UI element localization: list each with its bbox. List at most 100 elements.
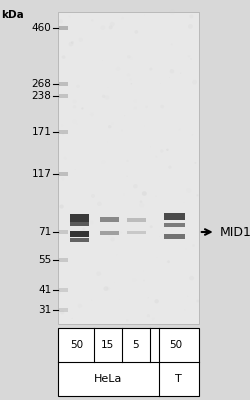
Text: 41: 41	[38, 285, 51, 295]
Ellipse shape	[68, 42, 73, 46]
Ellipse shape	[60, 310, 64, 314]
Ellipse shape	[100, 25, 105, 30]
FancyBboxPatch shape	[70, 214, 89, 222]
FancyBboxPatch shape	[164, 213, 184, 220]
Ellipse shape	[74, 169, 75, 170]
FancyBboxPatch shape	[58, 12, 198, 324]
Ellipse shape	[145, 106, 147, 108]
Ellipse shape	[183, 309, 185, 311]
Ellipse shape	[138, 203, 143, 208]
Ellipse shape	[72, 105, 76, 108]
Text: 460: 460	[32, 23, 51, 33]
Ellipse shape	[151, 318, 154, 320]
Ellipse shape	[171, 228, 172, 229]
Ellipse shape	[179, 73, 180, 74]
Ellipse shape	[90, 112, 94, 116]
Ellipse shape	[128, 78, 131, 81]
Ellipse shape	[81, 107, 83, 110]
FancyBboxPatch shape	[59, 82, 68, 86]
Ellipse shape	[97, 202, 101, 206]
Ellipse shape	[133, 106, 136, 110]
Ellipse shape	[62, 55, 65, 59]
FancyBboxPatch shape	[59, 288, 68, 292]
Ellipse shape	[183, 202, 184, 203]
FancyBboxPatch shape	[59, 308, 68, 312]
Ellipse shape	[184, 249, 186, 250]
Ellipse shape	[72, 120, 76, 123]
Ellipse shape	[187, 24, 192, 29]
Text: 171: 171	[32, 127, 51, 137]
Ellipse shape	[91, 19, 93, 22]
Ellipse shape	[166, 260, 169, 263]
Ellipse shape	[59, 204, 64, 209]
FancyBboxPatch shape	[164, 234, 184, 239]
FancyBboxPatch shape	[127, 231, 146, 234]
FancyBboxPatch shape	[100, 231, 118, 235]
Text: 31: 31	[38, 305, 51, 315]
Ellipse shape	[120, 232, 122, 234]
Ellipse shape	[89, 220, 93, 224]
Ellipse shape	[101, 160, 105, 164]
Ellipse shape	[132, 184, 137, 188]
Ellipse shape	[71, 318, 72, 319]
Ellipse shape	[119, 299, 120, 300]
FancyBboxPatch shape	[70, 231, 89, 237]
Ellipse shape	[111, 122, 114, 124]
Ellipse shape	[196, 300, 198, 302]
FancyBboxPatch shape	[59, 172, 68, 176]
Ellipse shape	[196, 194, 198, 196]
Ellipse shape	[108, 125, 111, 128]
Ellipse shape	[187, 55, 190, 57]
FancyBboxPatch shape	[100, 217, 118, 222]
Ellipse shape	[106, 287, 110, 290]
Ellipse shape	[61, 124, 63, 126]
Ellipse shape	[121, 17, 124, 20]
FancyBboxPatch shape	[59, 230, 68, 234]
Text: 268: 268	[32, 79, 51, 89]
Ellipse shape	[142, 280, 144, 281]
Ellipse shape	[108, 26, 112, 29]
Ellipse shape	[82, 228, 85, 230]
Text: 5: 5	[132, 340, 138, 350]
Ellipse shape	[68, 15, 71, 17]
Ellipse shape	[61, 177, 64, 180]
Ellipse shape	[149, 68, 152, 70]
Ellipse shape	[134, 30, 138, 34]
Ellipse shape	[103, 286, 108, 291]
FancyBboxPatch shape	[59, 258, 68, 262]
Ellipse shape	[72, 100, 76, 104]
Text: 117: 117	[32, 169, 51, 179]
Text: 15: 15	[100, 340, 114, 350]
Ellipse shape	[155, 156, 156, 158]
Ellipse shape	[102, 95, 105, 98]
Ellipse shape	[141, 191, 146, 196]
FancyBboxPatch shape	[58, 328, 198, 396]
Ellipse shape	[188, 276, 193, 280]
Ellipse shape	[169, 10, 174, 14]
Ellipse shape	[188, 14, 193, 18]
Ellipse shape	[108, 233, 112, 237]
FancyBboxPatch shape	[70, 222, 89, 226]
Ellipse shape	[110, 237, 114, 242]
Ellipse shape	[96, 271, 101, 276]
Ellipse shape	[59, 21, 60, 22]
Ellipse shape	[168, 166, 171, 169]
Ellipse shape	[149, 225, 152, 228]
Ellipse shape	[147, 297, 148, 298]
Ellipse shape	[76, 124, 78, 125]
Ellipse shape	[104, 95, 109, 100]
Text: 238: 238	[32, 91, 51, 101]
Text: 50: 50	[168, 340, 181, 350]
Ellipse shape	[129, 57, 132, 60]
Text: 71: 71	[38, 227, 51, 237]
Ellipse shape	[160, 150, 163, 153]
Ellipse shape	[102, 60, 103, 61]
Ellipse shape	[78, 38, 83, 42]
Ellipse shape	[126, 176, 127, 177]
Ellipse shape	[190, 58, 191, 60]
Ellipse shape	[90, 194, 95, 198]
Ellipse shape	[154, 299, 158, 303]
FancyBboxPatch shape	[127, 218, 146, 222]
FancyBboxPatch shape	[164, 223, 184, 227]
Text: T: T	[175, 374, 182, 384]
